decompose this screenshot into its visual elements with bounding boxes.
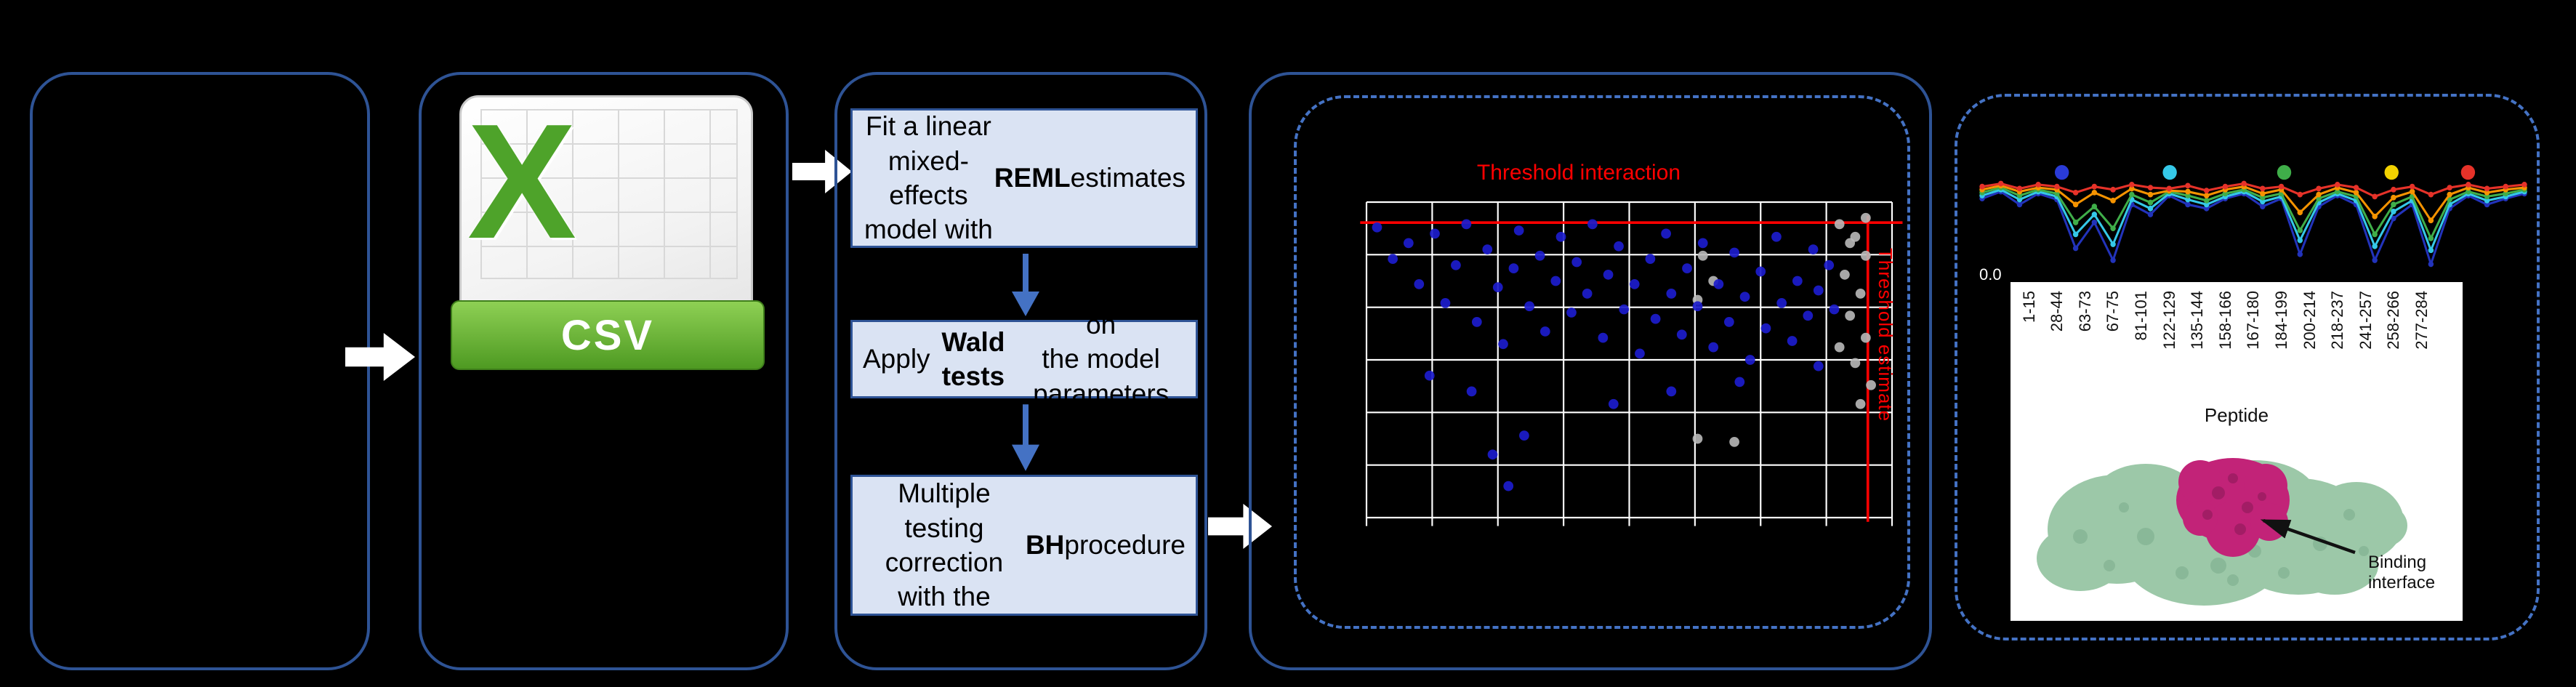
protein-structure	[2037, 458, 2407, 606]
flow-box-reml-text: Fit a linear mixed- effects model with	[864, 111, 993, 245]
profile-series-lines	[1979, 180, 2527, 268]
peptide-tick-label: 81-101	[2131, 291, 2150, 341]
flow-box-bh-bold: BH	[1025, 530, 1065, 561]
peptide-tick-label: 122-129	[2160, 291, 2178, 350]
csv-file-icon: X CSV	[451, 89, 765, 374]
panel-input	[30, 72, 370, 670]
peptide-tick-label: 28-44	[2048, 291, 2066, 332]
peptide-tick-label: 158-166	[2215, 291, 2234, 350]
panel-csv: X CSV	[419, 72, 789, 670]
panel-results: Threshold interaction Threshold estimate	[1249, 72, 1932, 670]
peptide-tick-label: 241-257	[2356, 291, 2375, 350]
spreadsheet-grid	[480, 109, 738, 279]
flow-box-wald: Apply Wald tests on the model parameters	[850, 310, 1198, 409]
peptide-axis-panel: 1-15 28-44 63-73 67-75 81-101 122-129 135-144 1…	[2011, 282, 2463, 621]
binding-interface-label: Binding interface	[2368, 553, 2436, 592]
binding-interface-arrow-icon	[2260, 518, 2356, 555]
peptide-tick-label: 200-214	[2300, 291, 2319, 350]
csv-banner: CSV	[451, 300, 765, 370]
peptide-tick-label: 63-73	[2075, 291, 2094, 332]
peptide-axis-label: Peptide	[2204, 404, 2269, 426]
flow-box-reml-bold: REML	[994, 163, 1071, 193]
dashed-validation-box: 0.0 1-15 28-44 63-73 67-75 81-101 122-129 135-…	[1955, 94, 2540, 640]
peptide-tick-label: 218-237	[2328, 291, 2347, 350]
threshold-estimate-label: Threshold estimate	[1875, 248, 1896, 422]
down-arrow-1-icon	[1012, 254, 1039, 316]
profile-y-tick: 0.0	[1979, 265, 2002, 284]
flow-box-reml: Fit a linear mixed- effects model with R…	[850, 108, 1198, 248]
scatter-grid	[1365, 201, 1893, 526]
dashed-results-box	[1294, 95, 1910, 629]
peptide-tick-label: 258-266	[2384, 291, 2403, 350]
threshold-interaction-label: Threshold interaction	[1476, 161, 1681, 185]
condition-legend-dots	[2054, 164, 2476, 180]
binding-interface-texture	[2202, 473, 2266, 535]
peptide-tick-labels: 1-15 28-44 63-73 67-75 81-101 122-129 135-144 1…	[2011, 282, 2463, 403]
flow-box-bh-text: Multiple testing correction with the	[885, 478, 1004, 612]
peptide-tick-label: 1-15	[2019, 291, 2038, 324]
flow-box-bh-tail: procedure	[1064, 530, 1186, 561]
down-arrow-2-icon	[1012, 404, 1039, 471]
volcano-scatter-plot	[1360, 201, 1903, 526]
peptide-tick-label: 135-144	[2188, 291, 2207, 350]
csv-sheet: X	[459, 89, 753, 357]
blue-points	[1372, 219, 1840, 491]
flow-box-bh: Multiple testing correction with the BH …	[850, 475, 1198, 616]
peptide-tick-label: 167-180	[2244, 291, 2263, 350]
csv-label: CSV	[560, 311, 655, 359]
excel-x-logo: X	[467, 89, 577, 273]
flow-box-wald-text: Apply	[863, 344, 930, 374]
peptide-profile-chart	[1979, 164, 2527, 268]
panel-model-steps: Fit a linear mixed- effects model with R…	[834, 72, 1207, 670]
flow-box-reml-tail: estimates	[1070, 163, 1186, 193]
flow-box-wald-bold: Wald tests	[941, 326, 1005, 391]
peptide-tick-label: 67-75	[2104, 291, 2122, 332]
flow-box-wald-tail: on the model parameters	[1033, 309, 1170, 409]
peptide-tick-label: 277-284	[2412, 291, 2431, 350]
threshold-lines	[1360, 215, 1903, 522]
peptide-tick-label: 184-199	[2271, 291, 2290, 350]
